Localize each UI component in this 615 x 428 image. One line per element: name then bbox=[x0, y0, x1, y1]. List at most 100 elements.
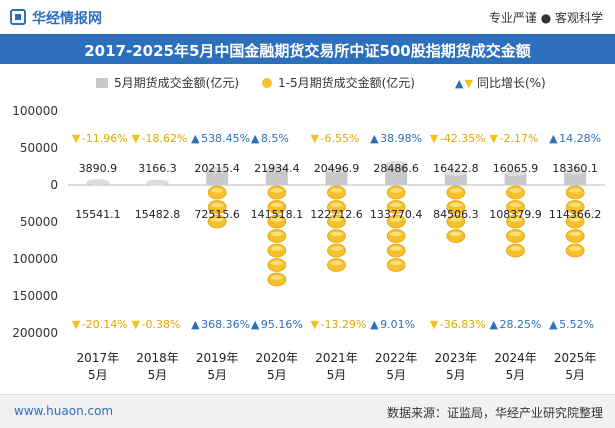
monthly-value-label: 20496.9 bbox=[314, 162, 360, 175]
cumulative-growth-label: -36.83% bbox=[440, 318, 486, 331]
x-tick-label: 2017年 bbox=[77, 351, 120, 365]
cumulative-coin-shine bbox=[390, 231, 403, 237]
chart-plot: 100000 50000 0 50000 100000 150000 200000 3890.… bbox=[12, 104, 605, 382]
monthly-bar-cap bbox=[206, 167, 229, 174]
monthly-growth-label: 38.98% bbox=[380, 132, 422, 145]
cumulative-growth-label: 5.52% bbox=[559, 318, 594, 331]
cumulative-coin-shine bbox=[390, 260, 403, 266]
cumulative-growth-label: 28.25% bbox=[500, 318, 542, 331]
monthly-value-label: 3890.9 bbox=[79, 162, 118, 175]
footer-source: 数据来源：证监局，华经产业研究院整理 bbox=[386, 406, 603, 420]
x-tick-label: 5月 bbox=[207, 368, 227, 382]
x-tick-label: 2019年 bbox=[196, 351, 239, 365]
monthly-value-label: 18360.1 bbox=[552, 162, 598, 175]
monthly-growth-arrow-icon: ▼ bbox=[132, 132, 141, 145]
cumulative-coin-shine bbox=[330, 231, 343, 237]
monthly-growth-label: -6.55% bbox=[321, 132, 360, 145]
cumulative-coin-shine bbox=[569, 217, 582, 222]
monthly-bar-cap bbox=[265, 165, 288, 172]
cumulative-coin-shine bbox=[270, 217, 283, 222]
y-tick-label: 100000 bbox=[12, 104, 58, 118]
cumulative-coin-shine bbox=[569, 231, 582, 237]
monthly-growth-arrow-icon: ▲ bbox=[191, 132, 200, 145]
cumulative-coin-shine bbox=[569, 202, 582, 208]
monthly-bar-cap bbox=[86, 179, 109, 186]
x-tick-label: 2021年 bbox=[315, 351, 358, 365]
legend-label-cumulative: 1-5月期货成交金额(亿元) bbox=[278, 76, 415, 90]
cumulative-coin-shine bbox=[270, 188, 283, 193]
y-tick-label: 0 bbox=[50, 178, 58, 192]
x-tick-label: 5月 bbox=[88, 368, 108, 382]
y-tick-label: 50000 bbox=[20, 215, 58, 229]
x-tick-label: 2025年 bbox=[554, 351, 597, 365]
legend-label-growth: 同比增长(%) bbox=[476, 76, 546, 90]
cumulative-coin-shine bbox=[390, 246, 403, 251]
monthly-bar-cap bbox=[325, 166, 348, 173]
cumulative-coin-shine bbox=[330, 202, 343, 208]
legend-item-monthly: 5月期货成交金额(亿元) bbox=[96, 74, 239, 91]
cumulative-coin-shine bbox=[330, 217, 343, 222]
brand-logo-icon bbox=[10, 9, 26, 25]
x-tick-label: 5月 bbox=[386, 368, 406, 382]
x-tick-label: 5月 bbox=[446, 368, 466, 382]
monthly-growth-arrow-icon: ▼ bbox=[430, 132, 439, 145]
monthly-growth-arrow-icon: ▼ bbox=[72, 132, 81, 145]
cumulative-coin-shine bbox=[330, 260, 343, 266]
monthly-bar bbox=[265, 168, 288, 185]
cumulative-value-label: 15541.1 bbox=[75, 208, 121, 221]
cumulative-growth-arrow-icon: ▲ bbox=[490, 318, 499, 331]
monthly-bar bbox=[444, 172, 467, 185]
brand-tagline: 专业严谨 ● 客观科学 bbox=[488, 11, 603, 25]
x-tick-label: 5月 bbox=[148, 368, 168, 382]
monthly-growth-label: 8.5% bbox=[261, 132, 289, 145]
monthly-value-label: 3166.3 bbox=[138, 162, 177, 175]
title-bar: 2017-2025年5月中国金融期货交易所中证500股指期货成交金额 bbox=[0, 34, 615, 64]
cumulative-coin-shine bbox=[449, 217, 462, 222]
top-bar: 华经情报网 专业严谨 ● 客观科学 bbox=[0, 0, 615, 34]
x-tick-label: 2018年 bbox=[136, 351, 179, 365]
cumulative-coin-shine bbox=[390, 217, 403, 222]
monthly-growth-arrow-icon: ▼ bbox=[490, 132, 499, 145]
x-tick-label: 5月 bbox=[267, 368, 287, 382]
chart-title: 2017-2025年5月中国金融期货交易所中证500股指期货成交金额 bbox=[84, 42, 531, 60]
legend-item-growth: ▲▼ 同比增长(%) bbox=[455, 74, 546, 91]
monthly-growth-arrow-icon: ▲ bbox=[251, 132, 260, 145]
x-tick-label: 2022年 bbox=[375, 351, 418, 365]
cumulative-coin-shine bbox=[270, 202, 283, 208]
cumulative-coin-shine bbox=[270, 231, 283, 237]
cumulative-coin-shine bbox=[330, 188, 343, 193]
monthly-growth-label: -2.17% bbox=[500, 132, 539, 145]
cumulative-growth-label: 368.36% bbox=[201, 318, 250, 331]
legend-up-triangle-icon: ▲ bbox=[455, 77, 464, 90]
x-tick-label: 2023年 bbox=[435, 351, 478, 365]
cumulative-coin-shine bbox=[569, 188, 582, 193]
monthly-bar bbox=[504, 173, 527, 185]
cumulative-coin-shine bbox=[449, 188, 462, 193]
monthly-value-label: 20215.4 bbox=[194, 162, 240, 175]
monthly-growth-label: -11.96% bbox=[82, 132, 128, 145]
footer-site: www.huaon.com bbox=[14, 404, 114, 418]
cumulative-growth-label: -20.14% bbox=[82, 318, 128, 331]
monthly-value-label: 21934.4 bbox=[254, 162, 300, 175]
x-tick-label: 5月 bbox=[506, 368, 526, 382]
y-tick-label: 150000 bbox=[12, 289, 58, 303]
cumulative-growth-arrow-icon: ▼ bbox=[430, 318, 439, 331]
cumulative-value-label: 15482.8 bbox=[135, 208, 181, 221]
monthly-bar-cap bbox=[385, 160, 408, 167]
monthly-bar-cap bbox=[146, 179, 169, 186]
cumulative-coin-shine bbox=[569, 246, 582, 251]
cumulative-growth-arrow-icon: ▼ bbox=[72, 318, 81, 331]
monthly-growth-label: -18.62% bbox=[142, 132, 188, 145]
monthly-growth-label: 14.28% bbox=[559, 132, 601, 145]
monthly-growth-arrow-icon: ▲ bbox=[370, 132, 379, 145]
cumulative-growth-arrow-icon: ▲ bbox=[549, 318, 558, 331]
cumulative-coin-shine bbox=[449, 231, 462, 237]
cumulative-growth-label: 95.16% bbox=[261, 318, 303, 331]
cumulative-growth-arrow-icon: ▲ bbox=[370, 318, 379, 331]
monthly-bar-cap bbox=[564, 168, 587, 175]
x-tick-label: 5月 bbox=[327, 368, 347, 382]
x-tick-label: 2020年 bbox=[256, 351, 299, 365]
cumulative-coin-shine bbox=[390, 202, 403, 208]
cumulative-growth-arrow-icon: ▼ bbox=[132, 318, 141, 331]
monthly-growth-label: 538.45% bbox=[201, 132, 250, 145]
